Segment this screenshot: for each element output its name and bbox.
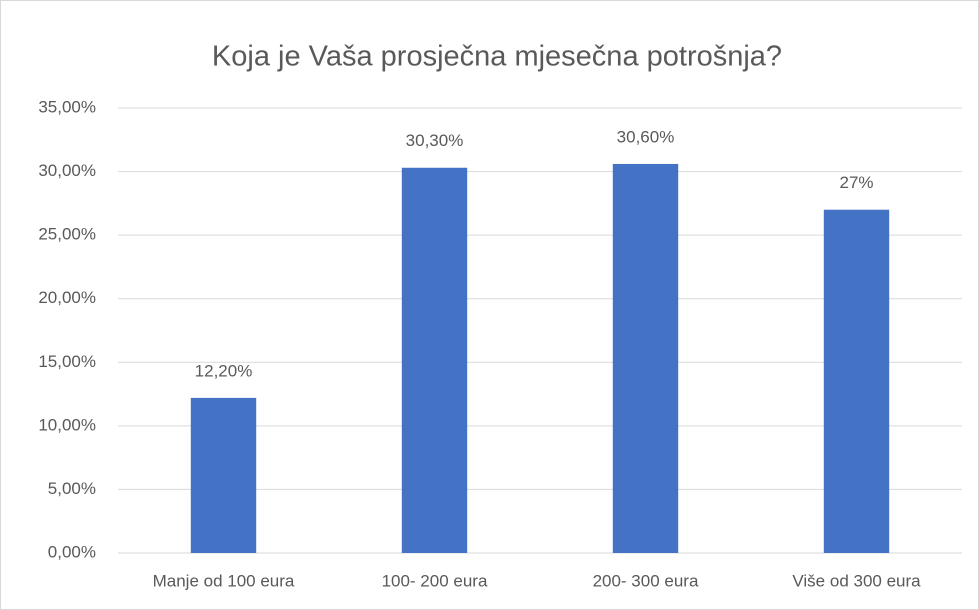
data-label: 12,20% — [195, 361, 253, 380]
bar — [612, 163, 679, 553]
y-tick-label: 15,00% — [38, 352, 96, 371]
y-tick-label: 25,00% — [38, 225, 96, 244]
y-tick-label: 5,00% — [48, 479, 96, 498]
x-tick-label: 100- 200 eura — [382, 571, 488, 590]
y-tick-label: 0,00% — [48, 542, 96, 561]
y-tick-label: 20,00% — [38, 288, 96, 307]
bar — [401, 167, 468, 553]
y-tick-label: 10,00% — [38, 415, 96, 434]
x-tick-label: Više od 300 eura — [792, 571, 921, 590]
y-tick-label: 30,00% — [38, 161, 96, 180]
data-label: 27% — [839, 173, 873, 192]
bar — [190, 397, 257, 553]
x-tick-label: 200- 300 eura — [593, 571, 699, 590]
data-label: 30,60% — [617, 127, 675, 146]
x-tick-label: Manje od 100 eura — [153, 571, 295, 590]
y-tick-label: 35,00% — [38, 97, 96, 116]
data-label: 30,30% — [406, 131, 464, 150]
bar — [823, 209, 890, 553]
chart-title: Koja je Vaša prosječna mjesečna potrošnj… — [212, 41, 782, 73]
